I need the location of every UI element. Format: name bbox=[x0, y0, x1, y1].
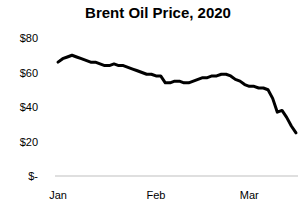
price-line bbox=[58, 55, 296, 133]
x-tick-label: Mar bbox=[240, 189, 259, 201]
y-tick-label: $- bbox=[28, 170, 38, 182]
plot-area bbox=[58, 55, 296, 133]
y-tick-label: $80 bbox=[20, 32, 38, 44]
chart: Brent Oil Price, 2020 $- $20 $40 $60 $80 Jan Fe… bbox=[0, 0, 300, 207]
y-tick-label: $20 bbox=[20, 136, 38, 148]
chart-root: Brent Oil Price, 2020 $- $20 $40 $60 $80 Jan Fe… bbox=[0, 0, 300, 207]
x-axis-line bbox=[55, 176, 298, 177]
x-tick-label: Jan bbox=[49, 189, 67, 201]
y-tick-label: $40 bbox=[20, 101, 38, 113]
y-tick-label: $60 bbox=[20, 67, 38, 79]
x-tick-label: Feb bbox=[147, 189, 166, 201]
title: Brent Oil Price, 2020 bbox=[85, 4, 231, 21]
